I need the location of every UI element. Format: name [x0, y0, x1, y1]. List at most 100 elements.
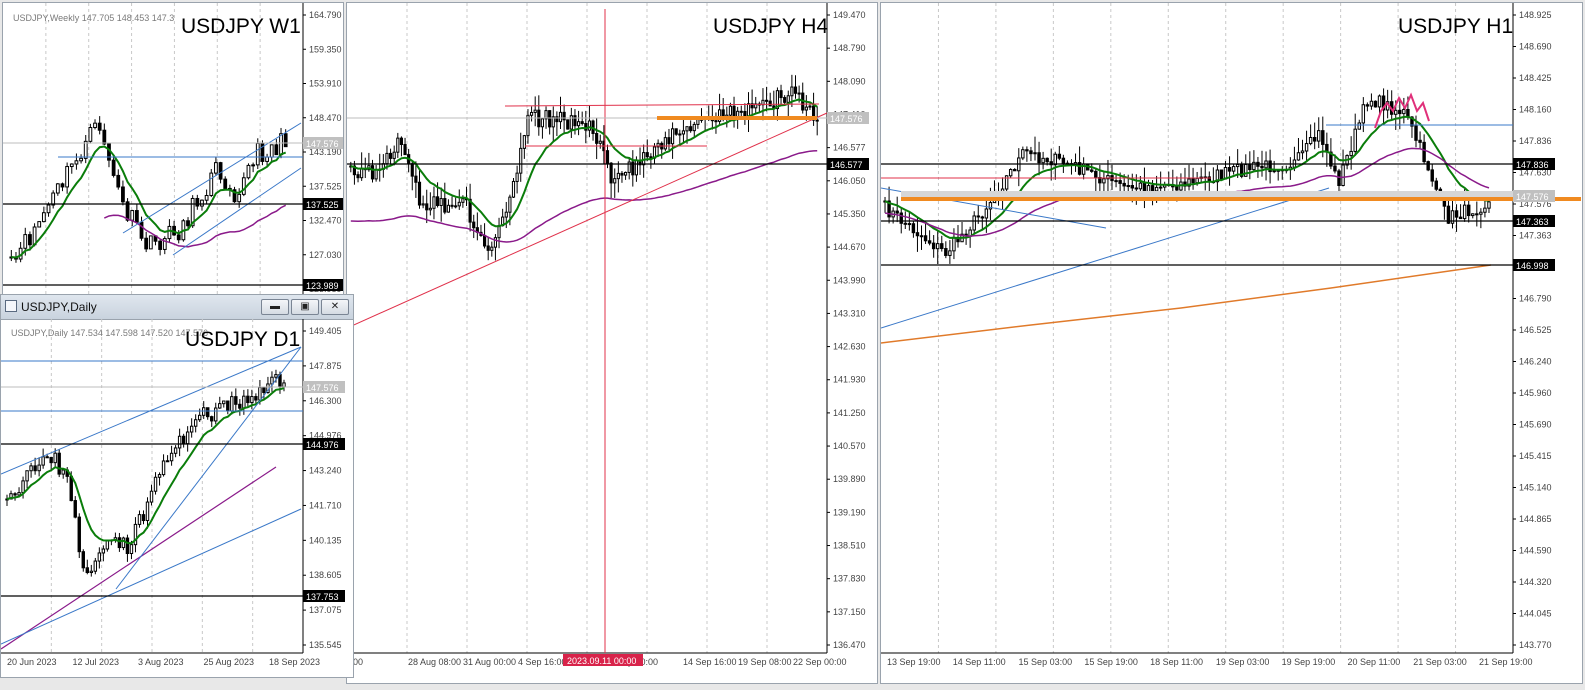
h4-candle-body — [370, 165, 375, 180]
d1-candle-body — [242, 395, 246, 409]
price-axis-label: 147.836 — [1519, 136, 1552, 146]
h4-candle-body — [515, 172, 519, 182]
d1-candle-body — [189, 425, 194, 433]
h4-candle-body — [620, 172, 624, 176]
h1-candle-body — [1029, 150, 1033, 155]
h4-candle-body — [645, 152, 649, 158]
d1-candle-body — [165, 460, 170, 463]
h1-candle-body — [1312, 136, 1317, 142]
w1-candle-body — [200, 199, 204, 207]
w1-candle-body — [283, 133, 288, 148]
h4-price-tag-current: 147.576 — [830, 114, 863, 124]
time-axis-label: 25 Aug 2023 — [204, 657, 255, 667]
h4-candle-body — [790, 86, 794, 97]
price-axis-label: 148.090 — [833, 76, 866, 86]
d1-candle-body — [141, 514, 146, 522]
h1-candle-body — [1381, 95, 1386, 111]
h1-candle-body — [1462, 204, 1467, 220]
h4-candle-body — [631, 161, 635, 176]
w1-candle-body — [41, 212, 46, 223]
d1-candle-body — [125, 537, 130, 555]
d1-candle-body — [226, 400, 230, 412]
d1-candle-body — [145, 501, 150, 522]
d1-candle-body — [57, 452, 61, 475]
h1-candle-body — [1195, 177, 1199, 184]
h1-candle-body — [944, 248, 948, 256]
d1-candle-body — [234, 396, 238, 405]
maximize-button[interactable]: ▣ — [291, 299, 319, 315]
d1-title-bar[interactable]: USDJPY,Daily ▬ ▣ ✕ — [1, 295, 353, 320]
w1-candle-body — [46, 204, 51, 214]
h1-candle-body — [927, 240, 932, 244]
price-axis-label: 146.790 — [1519, 294, 1552, 304]
chart-window-w1[interactable]: 164.790 159.350 153.910 148.470 143.190 137.5… — [2, 2, 344, 296]
w1-candle-body — [116, 174, 121, 188]
h1-chart-canvas[interactable]: 148.925148.690148.425148.160147.836147.6… — [881, 3, 1583, 684]
h1-candle-body — [1483, 207, 1487, 213]
h1-candle-body — [1077, 162, 1082, 175]
price-axis-label: 141.250 — [833, 408, 866, 418]
h1-candle-body — [1114, 180, 1118, 183]
h1-candle-body — [940, 243, 944, 250]
h4-candle-body — [613, 178, 617, 184]
h1-candle-body — [1329, 151, 1333, 167]
d1-candle-body — [37, 464, 41, 472]
h4-candle-body — [533, 109, 537, 113]
h1-candle-body — [1134, 187, 1139, 190]
h4-chart-canvas[interactable]: 149.470148.790148.090147.410146.577146.0… — [347, 3, 878, 684]
h1-candle-body — [1317, 130, 1321, 142]
h4-candle-body — [815, 119, 819, 122]
d1-candle-body — [97, 552, 102, 562]
time-axis-label: 14 Sep 11:00 — [953, 657, 1006, 667]
h1-candle-body — [1349, 150, 1353, 157]
h1-candle-body — [1402, 108, 1406, 115]
d1-price-tag-current: 147.576 — [306, 383, 339, 393]
time-axis-label: 12 Jul 2023 — [73, 657, 120, 667]
price-axis-label: 143.310 — [833, 308, 866, 318]
h4-trendline-red — [347, 112, 828, 329]
h4-candle-body — [497, 225, 501, 239]
h4-candle-body — [356, 174, 360, 179]
d1-candle-body — [101, 548, 106, 554]
time-axis-label: 15 Sep 03:00 — [1019, 657, 1073, 667]
h1-candle-body — [988, 202, 993, 210]
price-axis-label: 145.960 — [1519, 388, 1552, 398]
price-axis-label: 132.470 — [309, 216, 342, 226]
d1-candle-body — [29, 465, 33, 472]
h1-candle-body — [1422, 141, 1426, 163]
price-axis-label: 138.605 — [309, 570, 342, 580]
h1-candle-body — [1122, 182, 1126, 187]
price-axis-label: 137.525 — [309, 181, 342, 191]
h1-candle-body — [1150, 185, 1155, 192]
w1-chart-canvas[interactable]: 164.790 159.350 153.910 148.470 143.190 137.5… — [3, 3, 344, 296]
d1-candle-body — [17, 492, 21, 496]
chart-window-d1[interactable]: USDJPY,Daily ▬ ▣ ✕ 149.405 147.875 146.300… — [0, 294, 354, 678]
h1-candle-body — [980, 216, 985, 219]
d1-chart-canvas[interactable]: 149.405 147.875 146.300 144.976 143.240 141.7… — [1, 319, 354, 678]
h1-candle-body — [1260, 165, 1264, 169]
h1-candle-body — [1357, 122, 1361, 130]
w1-candle-body — [190, 197, 195, 227]
w1-candle-body — [102, 129, 107, 145]
minimize-button[interactable]: ▬ — [261, 299, 289, 315]
d1-candle-body — [81, 551, 85, 569]
chart-window-h1[interactable]: 148.925 148.690 148.425 148.160 147.836 147.6… — [880, 2, 1583, 684]
h1-candle-body — [1049, 161, 1053, 166]
d1-candle-body — [202, 407, 206, 416]
w1-candle-body — [28, 234, 32, 246]
h1-candle-body — [1187, 178, 1191, 187]
close-button[interactable]: ✕ — [321, 299, 349, 315]
h4-candle-body — [414, 175, 418, 183]
h4-candle-body — [352, 165, 357, 176]
d1-candle-body — [137, 514, 142, 525]
chart-window-h4[interactable]: 149.470148.790148.090147.410146.577146.0… — [346, 2, 878, 684]
h1-candle-body — [1004, 175, 1009, 190]
time-axis-label: 14 Sep 16:00 — [683, 657, 737, 667]
price-axis-label: 145.140 — [1519, 483, 1552, 493]
h1-candle-body — [1021, 149, 1025, 159]
d1-candle-body — [254, 396, 258, 401]
h4-candle-body — [432, 196, 436, 209]
d1-candle-body — [93, 560, 98, 572]
h1-candle-body — [1094, 170, 1098, 179]
h4-candle-body — [392, 151, 396, 159]
